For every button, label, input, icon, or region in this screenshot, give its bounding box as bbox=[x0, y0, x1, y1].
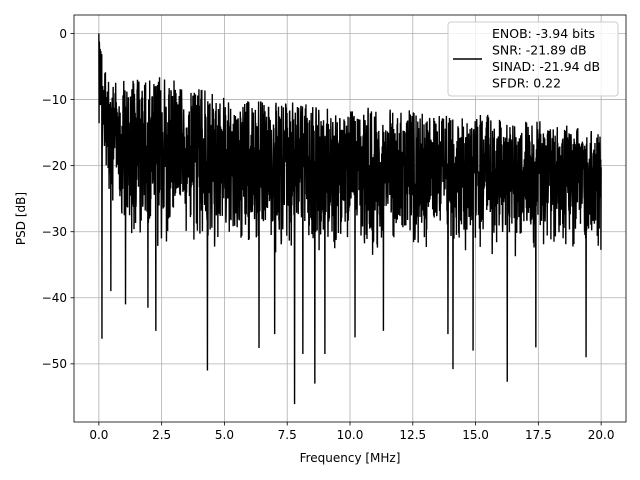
y-tick-label: −30 bbox=[42, 225, 67, 239]
x-tick-label: 20.0 bbox=[588, 428, 615, 442]
x-tick-label: 12.5 bbox=[399, 428, 426, 442]
legend-box bbox=[447, 21, 619, 97]
x-tick-label: 7.5 bbox=[278, 428, 297, 442]
legend-snr-text: SNR: -21.89 dB bbox=[492, 43, 587, 58]
x-tick-label: 17.5 bbox=[525, 428, 552, 442]
y-tick-label: −50 bbox=[42, 357, 67, 371]
y-tick-label: −10 bbox=[42, 93, 67, 107]
y-tick-label: −40 bbox=[42, 291, 67, 305]
y-axis-label: PSD [dB] bbox=[14, 192, 28, 245]
y-tick-label: 0 bbox=[59, 27, 67, 41]
psd-series bbox=[98, 33, 602, 405]
psd-line bbox=[98, 33, 602, 405]
x-tick-label: 0.0 bbox=[89, 428, 108, 442]
y-tick-label: −20 bbox=[42, 159, 67, 173]
legend-enob-text: ENOB: -3.94 bits bbox=[492, 26, 595, 41]
x-tick-label: 2.5 bbox=[152, 428, 171, 442]
x-tick-label: 15.0 bbox=[462, 428, 489, 442]
axis-ticks: 0.0 2.5 5.0 7.5 10.0 12.5 15.0 17.5 20.0 0 −10 −20 −… bbox=[42, 27, 615, 442]
x-axis-label: Frequency [MHz] bbox=[300, 451, 401, 465]
legend-sinad-text: SINAD: -21.94 dB bbox=[492, 59, 600, 74]
x-tick-label: 5.0 bbox=[215, 428, 234, 442]
legend-sfdr-text: SFDR: 0.22 bbox=[492, 76, 561, 91]
x-tick-label: 10.0 bbox=[337, 428, 364, 442]
